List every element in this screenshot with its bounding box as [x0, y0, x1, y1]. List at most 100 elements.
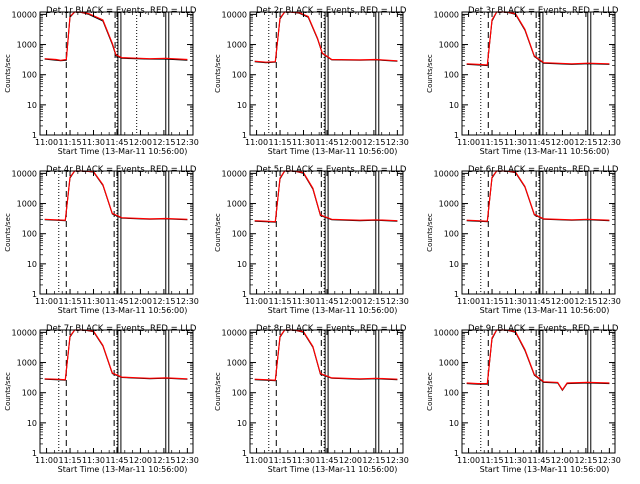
- x-tick-label: 11:45: [315, 297, 338, 306]
- panel-6: Det 6r BLACK = Events, RED = LLD Counts/s…: [426, 165, 621, 315]
- x-tick-label: 12:15: [362, 456, 385, 465]
- y-tick-label: 1: [242, 449, 247, 458]
- x-tick-label: 12:30: [386, 456, 409, 465]
- x-axis-label: Start Time (13-Mar-11 10:56:00): [268, 147, 398, 156]
- x-tick-label: 11:15: [59, 138, 82, 147]
- y-tick-label: 1: [242, 290, 247, 299]
- y-tick-label: 10000: [222, 328, 247, 337]
- x-tick-label: 12:00: [129, 138, 152, 147]
- x-tick-label: 11:30: [82, 138, 105, 147]
- y-tick-label: 10: [27, 101, 37, 110]
- y-tick-label: 1: [32, 131, 37, 140]
- y-tick-label: 100: [444, 230, 459, 239]
- x-tick-label: 12:15: [152, 297, 175, 306]
- plot-frame: [249, 329, 404, 454]
- x-tick-label: 12:15: [152, 456, 175, 465]
- x-tick-label: 11:45: [315, 138, 338, 147]
- y-tick-label: 10: [237, 419, 247, 428]
- x-tick-label: 11:00: [245, 297, 268, 306]
- x-axis-label: Start Time (13-Mar-11 10:56:00): [480, 465, 610, 474]
- y-tick-label: 1000: [17, 41, 37, 50]
- x-tick-label: 12:30: [176, 138, 199, 147]
- y-tick-label: 1000: [227, 41, 247, 50]
- x-tick-label: 11:00: [35, 456, 58, 465]
- x-tick-label: 12:15: [574, 138, 597, 147]
- x-axis-label: Start Time (13-Mar-11 10:56:00): [268, 465, 398, 474]
- x-tick-label: 11:30: [504, 456, 527, 465]
- x-tick-label: 11:15: [481, 297, 504, 306]
- y-axis-label: Counts/sec: [4, 54, 12, 93]
- x-tick-label: 12:00: [339, 456, 362, 465]
- panel-4: Det 4r BLACK = Events, RED = LLD Counts/s…: [4, 165, 199, 315]
- panel-9: Det 9r BLACK = Events, RED = LLD Counts/s…: [426, 324, 621, 474]
- panel-8: Det 8r BLACK = Events, RED = LLD Counts/s…: [214, 324, 409, 474]
- y-tick-label: 1: [32, 449, 37, 458]
- y-axis-label: Counts/sec: [4, 372, 12, 411]
- y-tick-label: 10000: [12, 328, 37, 337]
- y-tick-label: 1000: [227, 359, 247, 368]
- x-axis-label: Start Time (13-Mar-11 10:56:00): [58, 465, 188, 474]
- y-tick-label: 10000: [12, 169, 37, 178]
- panel-5: Det 5r BLACK = Events, RED = LLD Counts/s…: [214, 165, 409, 315]
- y-tick-label: 10: [27, 419, 37, 428]
- chart-title: Det 9r BLACK = Events, RED = LLD: [468, 324, 619, 334]
- y-tick-label: 100: [232, 230, 247, 239]
- x-tick-label: 12:30: [386, 297, 409, 306]
- panel-7: Det 7r BLACK = Events, RED = LLD Counts/s…: [4, 324, 199, 474]
- x-tick-label: 11:15: [269, 138, 292, 147]
- chart-title: Det 2r BLACK = Events, RED = LLD: [256, 6, 407, 16]
- x-tick-label: 11:00: [35, 297, 58, 306]
- x-tick-label: 11:15: [59, 297, 82, 306]
- x-tick-label: 11:15: [59, 456, 82, 465]
- y-tick-label: 10000: [222, 10, 247, 19]
- chart-title: Det 1r BLACK = Events, RED = LLD: [46, 6, 197, 16]
- x-tick-label: 12:00: [339, 138, 362, 147]
- y-tick-label: 1: [454, 449, 459, 458]
- x-tick-label: 11:45: [527, 297, 550, 306]
- x-axis-label: Start Time (13-Mar-11 10:56:00): [480, 306, 610, 315]
- x-tick-label: 12:30: [386, 138, 409, 147]
- y-tick-label: 10: [449, 260, 459, 269]
- x-tick-label: 11:00: [245, 456, 268, 465]
- y-tick-label: 100: [22, 389, 37, 398]
- x-tick-label: 11:15: [481, 138, 504, 147]
- y-tick-label: 10: [449, 419, 459, 428]
- y-tick-label: 10000: [12, 10, 37, 19]
- x-tick-label: 11:00: [457, 297, 480, 306]
- x-tick-label: 11:30: [504, 138, 527, 147]
- y-axis-label: Counts/sec: [426, 54, 434, 93]
- x-tick-label: 12:15: [574, 297, 597, 306]
- series-line-lld: [466, 329, 610, 391]
- x-tick-label: 12:30: [176, 456, 199, 465]
- x-tick-label: 11:15: [269, 297, 292, 306]
- x-tick-label: 12:15: [574, 456, 597, 465]
- plot-frame: [249, 11, 404, 136]
- chart-title: Det 6r BLACK = Events, RED = LLD: [468, 165, 619, 175]
- x-tick-label: 12:30: [598, 297, 621, 306]
- x-tick-label: 11:45: [527, 138, 550, 147]
- y-tick-label: 1: [454, 290, 459, 299]
- chart-title: Det 8r BLACK = Events, RED = LLD: [256, 324, 407, 334]
- plot-frame: [249, 170, 404, 295]
- x-tick-label: 11:45: [105, 297, 128, 306]
- y-tick-label: 100: [444, 389, 459, 398]
- y-axis-label: Counts/sec: [214, 54, 222, 93]
- y-tick-label: 1000: [439, 359, 459, 368]
- y-tick-label: 1000: [227, 200, 247, 209]
- chart-title: Det 4r BLACK = Events, RED = LLD: [46, 165, 197, 175]
- y-tick-label: 1: [454, 131, 459, 140]
- x-tick-label: 12:00: [551, 297, 574, 306]
- x-tick-label: 11:45: [527, 456, 550, 465]
- x-tick-label: 11:30: [292, 297, 315, 306]
- y-tick-label: 1000: [17, 359, 37, 368]
- x-tick-label: 11:15: [269, 456, 292, 465]
- x-tick-label: 12:30: [598, 456, 621, 465]
- y-tick-label: 1000: [17, 200, 37, 209]
- x-tick-label: 11:00: [35, 138, 58, 147]
- y-tick-label: 10: [237, 260, 247, 269]
- y-axis-label: Counts/sec: [4, 213, 12, 252]
- x-tick-label: 11:30: [504, 297, 527, 306]
- y-axis-label: Counts/sec: [426, 372, 434, 411]
